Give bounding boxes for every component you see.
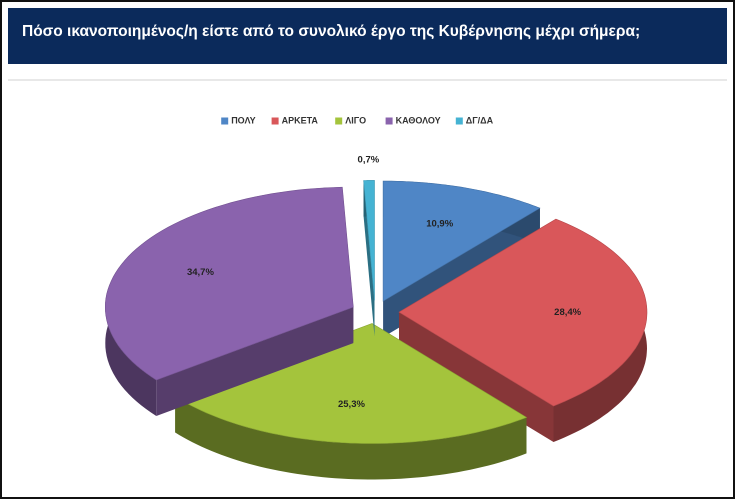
data-label: 28,4%	[554, 307, 581, 318]
legend-swatch	[221, 117, 229, 125]
slice-side	[363, 180, 375, 337]
legend-swatch	[385, 117, 393, 125]
slice-top	[382, 180, 541, 302]
legend-swatch	[335, 117, 343, 125]
data-label: 0,7%	[358, 155, 380, 166]
slice-top	[104, 186, 354, 381]
pie-slice	[363, 180, 375, 337]
slice-wall	[175, 396, 527, 480]
data-label: 25,3%	[338, 399, 365, 410]
pie-slice	[398, 218, 648, 442]
legend-label: ΑΡΚΕΤΑ	[282, 115, 319, 125]
chart-title: Πόσο ικανοποιημένος/η είστε από το συνολ…	[22, 23, 640, 40]
legend-label: ΚΑΘΟΛΟΥ	[396, 115, 441, 125]
slice-top	[398, 218, 648, 407]
slice-side	[399, 312, 554, 442]
legend-label: ΔΓ/ΔΑ	[466, 115, 494, 125]
slice-top	[363, 180, 375, 301]
slice-top	[174, 323, 528, 444]
legend-swatch	[271, 117, 279, 125]
title-banner	[8, 8, 727, 64]
pie-slice	[104, 186, 354, 416]
data-label: 34,7%	[187, 267, 214, 278]
legend-swatch	[455, 117, 463, 125]
slice-side	[156, 307, 354, 416]
data-label: 10,9%	[426, 219, 453, 230]
legend-label: ΠΟΛΥ	[231, 115, 255, 125]
pie-slice	[174, 323, 528, 480]
legend-label: ΛΙΓΟ	[345, 115, 366, 125]
